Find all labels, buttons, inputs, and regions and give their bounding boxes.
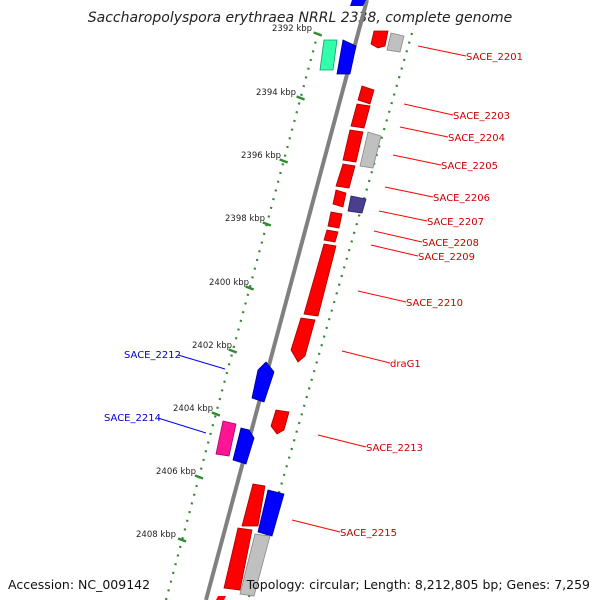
tick-label-2404: 2404 kbp xyxy=(173,404,213,414)
tick-label-2408: 2408 kbp xyxy=(136,530,176,540)
outer-dotted-track xyxy=(164,32,320,600)
tick-label-2392: 2392 kbp xyxy=(272,24,312,34)
gene-label-drag1[interactable]: draG1 xyxy=(390,359,421,370)
genome-backbone xyxy=(204,0,369,600)
tick-mark xyxy=(313,31,323,37)
feature-blue-sace-2214[interactable] xyxy=(232,427,255,465)
tick-label-2396: 2396 kbp xyxy=(241,151,281,161)
leader-sace-2205 xyxy=(392,154,442,166)
gene-label-sace-2215[interactable]: SACE_2215 xyxy=(340,528,397,539)
feature-blue-top-edge[interactable] xyxy=(350,0,366,6)
feature-sace-2201[interactable] xyxy=(370,30,389,49)
gene-label-sace-2204[interactable]: SACE_2204 xyxy=(448,133,505,144)
feature-drag1[interactable] xyxy=(290,317,316,363)
leader-sace-2210 xyxy=(357,290,407,303)
leader-sace-2201 xyxy=(417,45,467,57)
feature-sace-2204[interactable] xyxy=(350,103,371,129)
leader-sace-2207 xyxy=(378,210,428,222)
feature-sace-2212[interactable] xyxy=(251,361,275,403)
feature-red-left-lower[interactable] xyxy=(241,483,266,527)
feature-sace-2210[interactable] xyxy=(303,243,337,317)
tick-mark xyxy=(296,95,305,101)
gene-label-sace-2201[interactable]: SACE_2201 xyxy=(466,52,523,63)
feature-sace-2208[interactable] xyxy=(327,211,343,229)
leader-drag1 xyxy=(341,350,391,364)
feature-sace-2201-grey[interactable] xyxy=(386,32,405,53)
tick-label-2394: 2394 kbp xyxy=(256,88,296,98)
gene-label-sace-2205[interactable]: SACE_2205 xyxy=(441,161,498,172)
feature-red-bottom-edge[interactable] xyxy=(216,596,226,600)
tick-mark xyxy=(262,221,272,227)
gene-label-sace-2210[interactable]: SACE_2210 xyxy=(406,298,463,309)
tick-label-2402: 2402 kbp xyxy=(192,341,232,351)
tick-marks xyxy=(177,31,323,543)
leader-lines xyxy=(157,45,467,533)
tick-mark xyxy=(177,537,187,543)
tick-label-2400: 2400 kbp xyxy=(209,278,249,288)
leader-sace-2212 xyxy=(177,354,226,370)
feature-sace-2203[interactable] xyxy=(357,85,375,105)
tick-labels: 2392 kbp 2394 kbp 2396 kbp 2398 kbp 2400… xyxy=(136,24,312,540)
tick-mark xyxy=(245,285,255,291)
tick-label-2398: 2398 kbp xyxy=(225,214,265,224)
tick-mark xyxy=(211,411,221,417)
feature-sace-2206[interactable] xyxy=(335,163,356,189)
gene-label-sace-2213[interactable]: SACE_2213 xyxy=(366,443,423,454)
gene-label-sace-2203[interactable]: SACE_2203 xyxy=(453,111,510,122)
right-features xyxy=(239,30,405,597)
gene-label-sace-2207[interactable]: SACE_2207 xyxy=(427,217,484,228)
feature-grey-bottom[interactable] xyxy=(239,533,271,597)
leader-sace-2203 xyxy=(403,103,454,116)
leader-sace-2208 xyxy=(373,230,423,243)
feature-sace-2213[interactable] xyxy=(270,409,290,435)
leader-sace-2209 xyxy=(370,244,419,257)
map-title: Saccharopolyspora erythraea NRRL 2338, c… xyxy=(87,10,513,26)
feature-cyan-left[interactable] xyxy=(319,39,338,71)
leader-sace-2214 xyxy=(157,417,207,434)
leader-sace-2204 xyxy=(399,126,449,138)
feature-sace-2205-grey[interactable] xyxy=(359,131,382,169)
accession-text: Accession: NC_009142 xyxy=(8,577,151,592)
leader-sace-2206 xyxy=(384,186,434,198)
genome-summary-text: Topology: circular; Length: 8,212,805 bp… xyxy=(246,577,590,592)
gene-labels: SACE_2201 SACE_2203 SACE_2204 SACE_2205 … xyxy=(104,52,523,539)
left-features xyxy=(215,0,366,600)
gene-label-sace-2206[interactable]: SACE_2206 xyxy=(433,193,490,204)
feature-sace-2207[interactable] xyxy=(347,195,367,214)
feature-sace-2214-magenta[interactable] xyxy=(215,420,237,457)
tick-mark xyxy=(194,474,204,480)
gene-label-sace-2212[interactable]: SACE_2212 xyxy=(124,350,181,361)
leader-sace-2213 xyxy=(317,434,367,448)
feature-blue-left-top[interactable] xyxy=(336,39,357,75)
tick-mark xyxy=(228,348,238,354)
gene-label-sace-2214[interactable]: SACE_2214 xyxy=(104,413,161,424)
gene-label-sace-2209[interactable]: SACE_2209 xyxy=(418,252,475,263)
feature-sace-2209[interactable] xyxy=(323,229,339,243)
gene-label-sace-2208[interactable]: SACE_2208 xyxy=(422,238,479,249)
feature-sace-2215[interactable] xyxy=(257,489,285,537)
feature-sace-2206-red-small[interactable] xyxy=(332,189,347,208)
tick-mark xyxy=(279,158,289,164)
leader-sace-2215 xyxy=(291,519,341,533)
feature-sace-2205[interactable] xyxy=(342,129,364,163)
tick-label-2406: 2406 kbp xyxy=(156,467,196,477)
feature-red-left-bottom[interactable] xyxy=(223,527,253,591)
